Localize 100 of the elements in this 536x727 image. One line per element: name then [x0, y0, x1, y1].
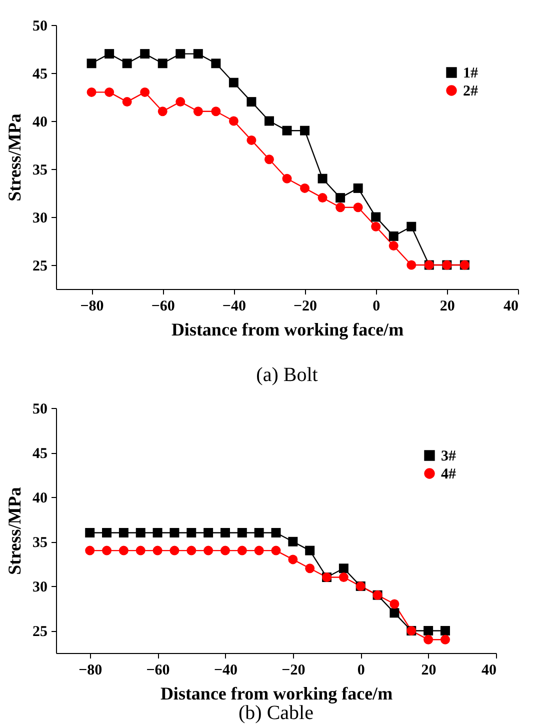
point — [406, 260, 416, 270]
x-tick-label: −60 — [146, 662, 170, 678]
legend-label: 4# — [441, 466, 456, 482]
point — [176, 49, 186, 59]
point — [204, 528, 214, 538]
point — [158, 58, 168, 68]
point — [424, 626, 434, 636]
y-tick-label: 40 — [32, 490, 48, 507]
y-tick-label: 25 — [32, 624, 48, 640]
point — [122, 58, 132, 68]
point — [300, 126, 310, 136]
y-axis-title: Stress/MPa — [4, 114, 24, 202]
point — [318, 174, 328, 184]
point — [118, 546, 128, 556]
point — [271, 546, 281, 556]
point — [440, 634, 450, 644]
point — [440, 626, 450, 636]
point — [136, 546, 146, 556]
x-axis-title: Distance from working face/m — [160, 684, 393, 704]
point — [371, 212, 381, 222]
point — [237, 528, 247, 538]
point — [271, 528, 281, 538]
point — [388, 231, 398, 241]
x-tick-label: 20 — [440, 298, 455, 314]
point — [136, 528, 146, 538]
point — [237, 546, 247, 556]
point — [85, 528, 95, 538]
point — [288, 554, 298, 564]
point — [102, 528, 112, 538]
point — [424, 634, 434, 644]
y-tick-label: 45 — [32, 446, 48, 462]
point — [282, 174, 292, 184]
y-tick-label: 25 — [32, 258, 48, 274]
point — [186, 546, 196, 556]
x-tick-label: −20 — [282, 662, 306, 678]
point — [406, 222, 416, 232]
point — [336, 202, 346, 212]
point — [228, 116, 238, 126]
point — [353, 183, 363, 193]
point — [104, 49, 114, 59]
point — [336, 193, 346, 203]
x-tick-label: 0 — [372, 298, 380, 314]
y-tick-label: 50 — [32, 402, 48, 418]
point — [204, 546, 214, 556]
point — [211, 58, 221, 68]
point — [246, 97, 256, 107]
point — [104, 87, 114, 97]
x-tick-label: −40 — [222, 298, 246, 314]
x-tick-label: −80 — [80, 298, 104, 314]
y-tick-label: 35 — [32, 162, 48, 178]
legend-label: 3# — [441, 448, 456, 464]
point — [85, 546, 95, 556]
point — [152, 528, 162, 538]
point — [264, 154, 274, 164]
x-tick-label: −40 — [214, 662, 238, 678]
x-tick-label: 40 — [504, 298, 518, 314]
y-tick-label: 30 — [32, 580, 48, 596]
point — [102, 546, 112, 556]
point — [118, 528, 128, 538]
y-tick-label: 30 — [32, 210, 48, 226]
text: (a) Bolt — [256, 364, 318, 386]
point — [353, 202, 363, 212]
text: (b) Cable — [238, 702, 314, 724]
point — [176, 97, 186, 107]
y-tick-label: 45 — [32, 66, 48, 82]
legend-label: 1# — [463, 66, 478, 82]
point — [390, 608, 400, 618]
x-tick-label: 0 — [357, 662, 365, 678]
point — [140, 87, 150, 97]
point — [282, 126, 292, 136]
y-tick-label: 35 — [32, 535, 48, 552]
point — [193, 49, 203, 59]
point — [254, 546, 264, 556]
point — [211, 106, 221, 116]
point — [86, 58, 96, 68]
point — [388, 241, 398, 251]
x-tick-label: −80 — [78, 662, 102, 678]
x-tick-label: −20 — [293, 298, 318, 314]
point — [254, 528, 264, 538]
point — [318, 193, 328, 203]
point — [140, 49, 150, 59]
point — [246, 135, 256, 145]
point — [220, 546, 230, 556]
point — [338, 564, 348, 574]
point — [122, 97, 132, 107]
point — [158, 106, 168, 116]
x-tick-label: 40 — [482, 662, 496, 678]
point — [305, 564, 315, 574]
y-tick-label: 40 — [32, 114, 48, 130]
point — [170, 546, 180, 556]
legend-label: 2# — [463, 84, 478, 100]
point — [371, 222, 381, 232]
point — [228, 78, 238, 88]
point — [186, 528, 196, 538]
point — [288, 536, 298, 546]
y-axis-title: Stress/MPa — [4, 487, 24, 575]
x-tick-label: 20 — [421, 662, 436, 678]
x-axis-title: Distance from working face/m — [171, 320, 404, 340]
point — [170, 528, 180, 538]
point — [152, 546, 162, 556]
